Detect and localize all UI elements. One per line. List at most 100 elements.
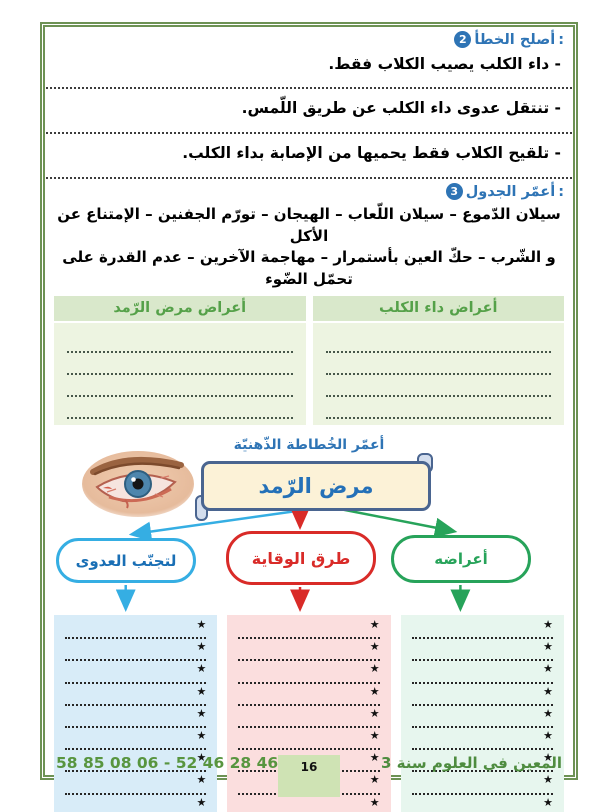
center-node-label: مرض الرّمد <box>258 474 374 498</box>
answer-blank[interactable] <box>65 748 207 751</box>
mindmap-section: أعمّر الخُطاطة الذّهنيّة <box>54 425 564 615</box>
branch-symptoms: أعراضه <box>391 535 531 583</box>
page-border-frame: 2 أصلح الخطأ : - داء الكلب يصيب الكلاب ف… <box>40 22 578 812</box>
answer-blank[interactable] <box>238 725 380 728</box>
star-bullet-icon: ★ <box>369 640 380 654</box>
bullet-answer-row: ★ <box>401 663 564 685</box>
answer-blank[interactable] <box>65 703 207 706</box>
bullet-answer-row: ★ <box>54 797 217 812</box>
answer-blank-2[interactable] <box>46 119 572 134</box>
answer-blank[interactable] <box>65 792 207 795</box>
column-body <box>312 323 564 425</box>
bullet-answer-row: ★ <box>401 641 564 663</box>
answer-blank[interactable] <box>411 770 553 773</box>
star-bullet-icon: ★ <box>369 706 380 720</box>
star-bullet-icon: ★ <box>196 706 207 720</box>
star-bullet-icon: ★ <box>543 728 553 742</box>
footer-phone-numbers: 58 85 08 06 - 52 46 28 46 <box>56 754 279 772</box>
section-fix-error-header: 2 أصلح الخطأ : <box>54 29 564 50</box>
table-answer-blank[interactable] <box>325 353 551 375</box>
answer-blank[interactable] <box>238 703 380 706</box>
bullet-answer-row: ★ <box>401 797 564 812</box>
star-bullet-icon: ★ <box>196 684 207 698</box>
table-answer-blank[interactable] <box>67 375 293 397</box>
answer-blank[interactable] <box>238 659 380 662</box>
table-answer-blank[interactable] <box>325 397 551 419</box>
table-answer-blank[interactable] <box>325 331 551 353</box>
table-answer-blank[interactable] <box>67 397 293 419</box>
bullet-answer-row: ★ <box>401 774 564 796</box>
answer-blank-3[interactable] <box>46 164 572 179</box>
bullet-answer-row: ★ <box>54 686 217 708</box>
answer-blank[interactable] <box>411 681 553 684</box>
bullet-answer-row: ★ <box>227 730 390 752</box>
star-bullet-icon: ★ <box>369 773 380 787</box>
branch-prevention-methods: طرق الوقاية <box>226 531 376 585</box>
star-bullet-icon: ★ <box>196 662 207 676</box>
bullet-answer-row: ★ <box>54 730 217 752</box>
star-bullet-icon: ★ <box>543 706 553 720</box>
answer-blank[interactable] <box>65 637 207 640</box>
star-bullet-icon: ★ <box>369 751 380 765</box>
bullet-answer-row: ★ <box>401 752 564 774</box>
table-column-rabies: أعراض داء الكلب <box>312 296 564 425</box>
star-bullet-icon: ★ <box>369 728 380 742</box>
column-body <box>54 323 306 425</box>
answer-blank[interactable] <box>238 681 380 684</box>
page-number: 16 <box>300 760 318 774</box>
answer-blank[interactable] <box>65 770 207 773</box>
table-answer-blank[interactable] <box>67 353 293 375</box>
statement-1: - داء الكلب يصيب الكلاب فقط. <box>328 55 561 73</box>
irritated-eye-image <box>82 451 194 517</box>
answer-blank[interactable] <box>65 725 207 728</box>
answer-blank[interactable] <box>411 703 553 706</box>
mindmap-center-node: مرض الرّمد <box>201 461 431 511</box>
answer-blank[interactable] <box>65 659 207 662</box>
star-bullet-icon: ★ <box>369 662 380 676</box>
answer-blank[interactable] <box>411 637 553 640</box>
mindmap-arrows <box>115 507 471 612</box>
branch-label: أعراضه <box>434 550 488 568</box>
word-bank-line: و الشّرب – حكّ العين بأستمرار – مهاجمة ا… <box>62 248 556 288</box>
section-number-badge: 2 <box>454 31 472 48</box>
bullet-answer-row: ★ <box>227 686 390 708</box>
answer-blank[interactable] <box>238 748 380 751</box>
star-bullet-icon: ★ <box>543 640 553 654</box>
star-bullet-icon: ★ <box>369 618 380 631</box>
answer-blank-1[interactable] <box>46 74 572 89</box>
bullet-answer-row: ★ <box>54 774 217 796</box>
answer-blank[interactable] <box>238 637 380 640</box>
word-bank-line: سيلان الدّموع – سيلان اللّعاب – الهيجان … <box>57 205 561 245</box>
statement-3: - تلقيح الكلاب فقط يحميها من الإصابة بدا… <box>182 144 561 162</box>
symptoms-table: أعراض داء الكلب أعراض مرض الرّمد <box>54 296 564 425</box>
page-number-tab: 16 <box>278 755 340 797</box>
table-answer-blank[interactable] <box>325 375 551 397</box>
branch-label: طرق الوقاية <box>251 548 351 568</box>
star-bullet-icon: ★ <box>196 773 207 787</box>
section-fill-table-header: 3 أعمّر الجدول : <box>54 181 564 202</box>
star-bullet-icon: ★ <box>196 618 207 631</box>
answer-blank[interactable] <box>411 748 553 751</box>
bullet-answer-row: ★ <box>227 641 390 663</box>
star-bullet-icon: ★ <box>196 640 207 654</box>
answer-blank[interactable] <box>411 725 553 728</box>
bullet-answer-row: ★ <box>54 641 217 663</box>
bullet-answer-row: ★ <box>227 619 390 641</box>
bullet-answer-row: ★ <box>54 619 217 641</box>
star-bullet-icon: ★ <box>543 795 553 809</box>
star-bullet-icon: ★ <box>196 795 207 809</box>
table-answer-blank[interactable] <box>67 331 293 353</box>
star-bullet-icon: ★ <box>543 618 553 631</box>
bullet-answer-row: ★ <box>54 708 217 730</box>
answer-blank[interactable] <box>411 792 553 795</box>
bullet-answer-row: ★ <box>54 752 217 774</box>
bullet-answer-row: ★ <box>54 663 217 685</box>
star-bullet-icon: ★ <box>369 795 380 809</box>
section-number-badge: 3 <box>445 183 463 200</box>
branch-label: لتجنّب العدوى <box>75 551 177 570</box>
star-bullet-icon: ★ <box>543 773 553 787</box>
answer-blank[interactable] <box>411 659 553 662</box>
table-column-conjunctivitis: أعراض مرض الرّمد <box>54 296 306 425</box>
star-bullet-icon: ★ <box>196 728 207 742</box>
answer-blank[interactable] <box>65 681 207 684</box>
